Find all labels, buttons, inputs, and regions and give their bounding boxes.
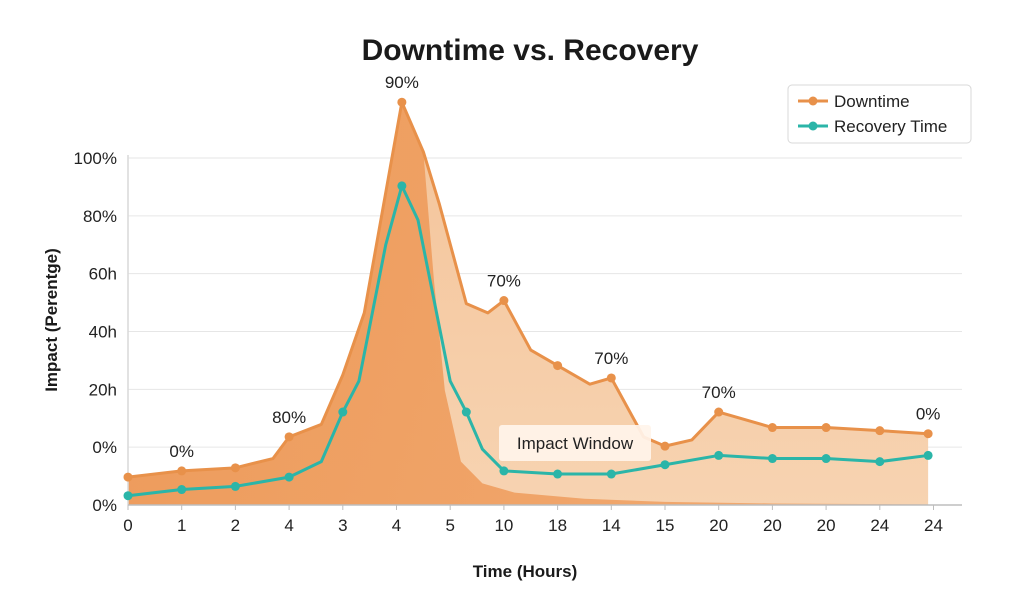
downtime-point [553,361,563,371]
x-tick-label: 20 [817,516,836,535]
chart-title: Downtime vs. Recovery [362,34,699,67]
recovery-point [553,469,563,479]
downtime-point [875,426,885,436]
downtime-point [606,373,616,383]
x-tick-label: 0 [123,516,132,535]
recovery-point [397,181,407,191]
x-axis-label: Time (Hours) [473,562,578,581]
data-label: 0% [169,442,194,461]
downtime-point [923,429,933,439]
downtime-point [284,432,294,442]
y-axis-label: Impact (Perentge) [42,248,61,392]
x-tick-label: 24 [870,516,889,535]
downtime-point [177,466,187,476]
series-markers [123,97,933,501]
recovery-point [177,485,187,495]
downtime-point [499,296,509,306]
legend-downtime-marker [808,96,818,106]
downtime-area [128,102,929,505]
recovery-point [499,466,509,476]
y-tick-label: 40h [89,323,117,342]
series-lines [126,100,930,498]
x-tick-label: 4 [284,516,293,535]
x-tick-label: 10 [494,516,513,535]
recovery-point [123,491,133,501]
recovery-line [126,184,930,498]
downtime-line [126,100,930,479]
data-label: 70% [702,383,736,402]
y-tick-label: 100% [74,149,117,168]
downtime-point [821,423,831,433]
recovery-point [821,454,831,464]
x-tick-label: 24 [924,516,943,535]
downtime-point [123,472,133,482]
x-tick-label: 1 [177,516,186,535]
recovery-point [461,407,471,417]
legend: Downtime Recovery Time [787,84,972,144]
x-tick-label: 3 [338,516,347,535]
area-layer [128,102,929,505]
impact-window-annotation: Impact Window [499,425,651,461]
axes [127,155,962,506]
recovery-point [230,481,240,491]
data-labels: 0% 80% 90% 70% 70% 70% 0% [169,73,940,461]
x-tick-label: 15 [656,516,675,535]
x-tick-label: 20 [709,516,728,535]
data-label: 0% [916,405,941,424]
downtime-point [767,423,777,433]
recovery-point [660,460,670,470]
downtime-point [397,97,407,107]
y-tick-label: 80% [83,207,117,226]
x-tick-label: 20 [763,516,782,535]
downtime-point [230,463,240,473]
legend-downtime-label: Downtime [834,92,910,111]
data-label: 90% [385,73,419,92]
recovery-point [923,450,933,460]
x-tick-label: 2 [231,516,240,535]
recovery-point [767,454,777,464]
x-tick-label: 5 [445,516,454,535]
legend-box [787,84,972,144]
legend-recovery-marker [808,121,818,131]
impact-window-label: Impact Window [517,434,634,453]
x-tick-label: 4 [392,516,401,535]
x-tick-label: 18 [548,516,567,535]
data-label: 80% [272,408,306,427]
recovery-point [606,469,616,479]
recovery-point [338,407,348,417]
x-tick-label: 14 [602,516,621,535]
y-tick-label: 20h [89,380,117,399]
downtime-point [660,441,670,451]
y-tick-label: 60h [89,265,117,284]
y-tick-label: 0% [92,438,117,457]
recovery-point [875,457,885,467]
recovery-point [284,472,294,482]
data-label: 70% [594,349,628,368]
data-label: 70% [487,272,521,291]
recovery-point [714,450,724,460]
downtime-point [714,407,724,417]
impact-window-box [499,425,651,461]
y-tick-label: 0% [92,496,117,515]
legend-recovery-label: Recovery Time [834,117,947,136]
